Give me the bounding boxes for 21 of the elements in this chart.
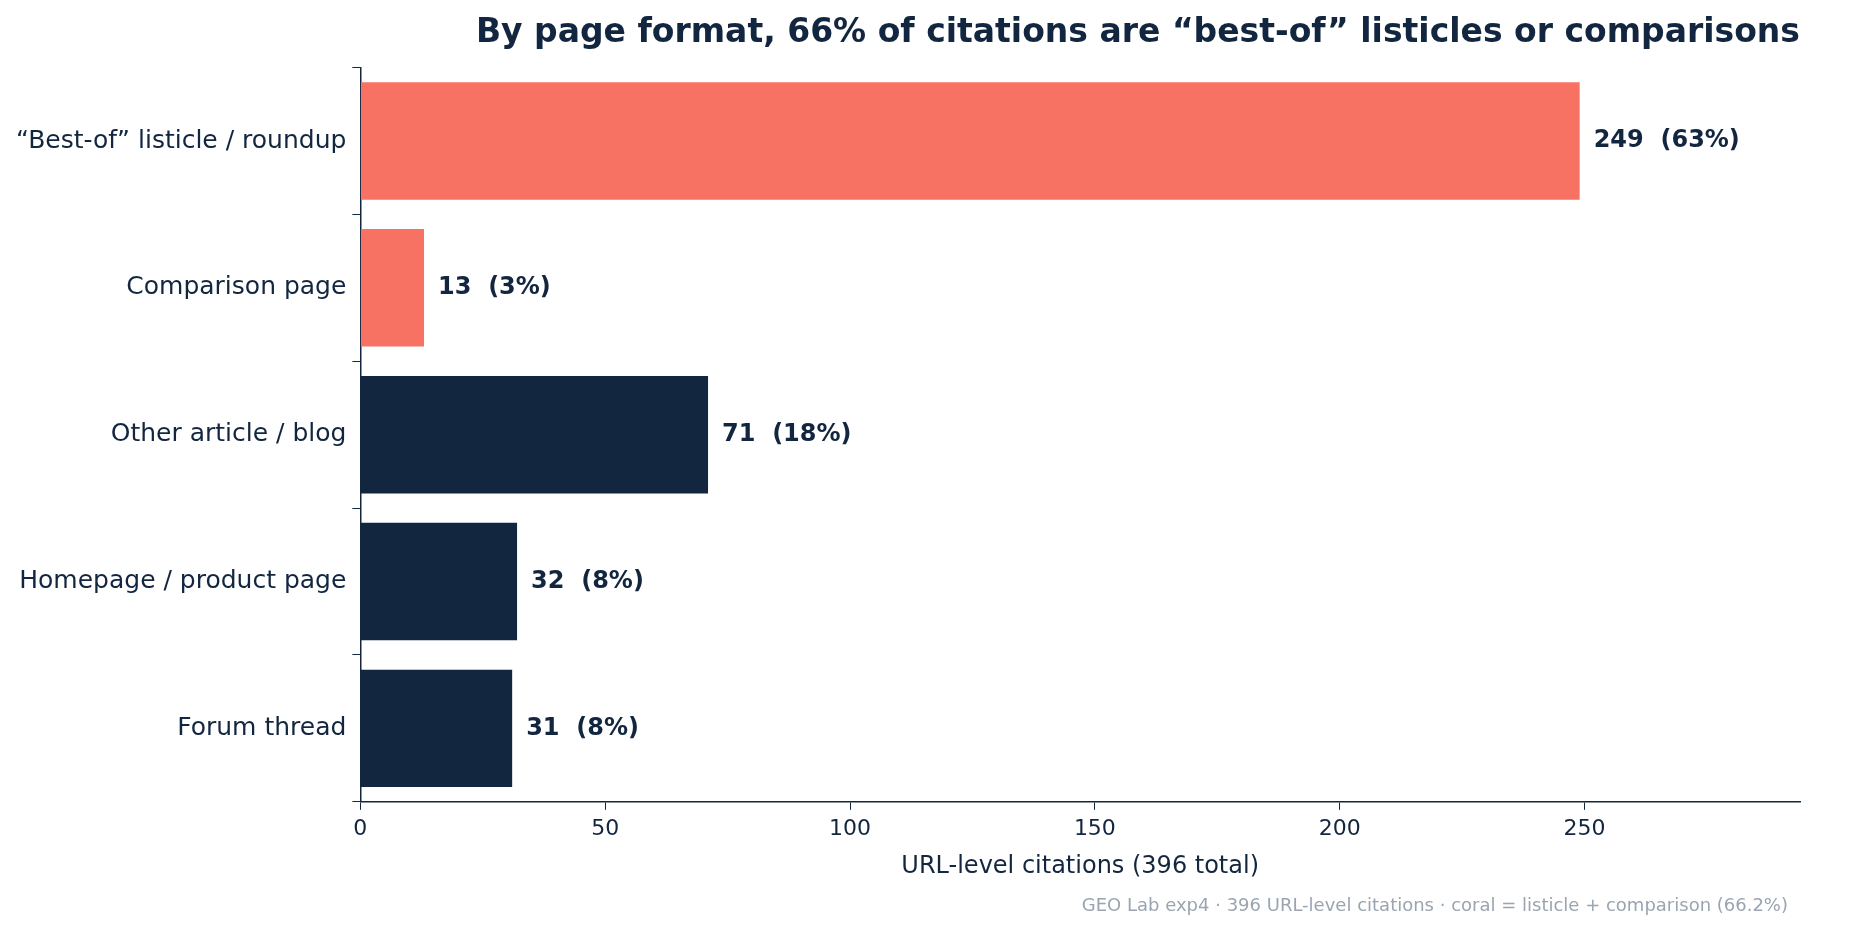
y-tick-label: Other article / blog xyxy=(110,418,347,448)
data-label: 31 (8%) xyxy=(526,712,639,741)
chart-title: By page format, 66% of citations are “best-of” listicles or comparisons xyxy=(475,11,1800,51)
data-label: 249 (63%) xyxy=(1593,125,1740,154)
x-tick-label: 150 xyxy=(1073,814,1116,840)
y-tick-label: “Best-of” listicle / roundup xyxy=(16,124,347,154)
x-tick-label: 100 xyxy=(829,814,872,840)
data-label: 71 (18%) xyxy=(722,418,852,447)
x-tick-label: 0 xyxy=(353,814,368,840)
bar xyxy=(360,82,1580,200)
y-tick-label: Homepage / product page xyxy=(19,565,347,595)
x-tick-label: 250 xyxy=(1563,814,1606,840)
data-label: 13 (3%) xyxy=(438,272,551,301)
text: GEO Lab exp4 · 396 URL-level citations · coral = listicle + comparison (66.2%) xyxy=(1081,893,1788,915)
data-label: 32 (8%) xyxy=(531,565,644,594)
x-axis-title: URL-level citations (396 total) xyxy=(901,850,1260,879)
y-tick-label: Forum thread xyxy=(177,711,347,741)
bar xyxy=(360,229,425,347)
x-tick-label: 50 xyxy=(591,814,620,840)
x-tick-label: 200 xyxy=(1318,814,1361,840)
y-tick-label: Comparison page xyxy=(126,271,347,301)
